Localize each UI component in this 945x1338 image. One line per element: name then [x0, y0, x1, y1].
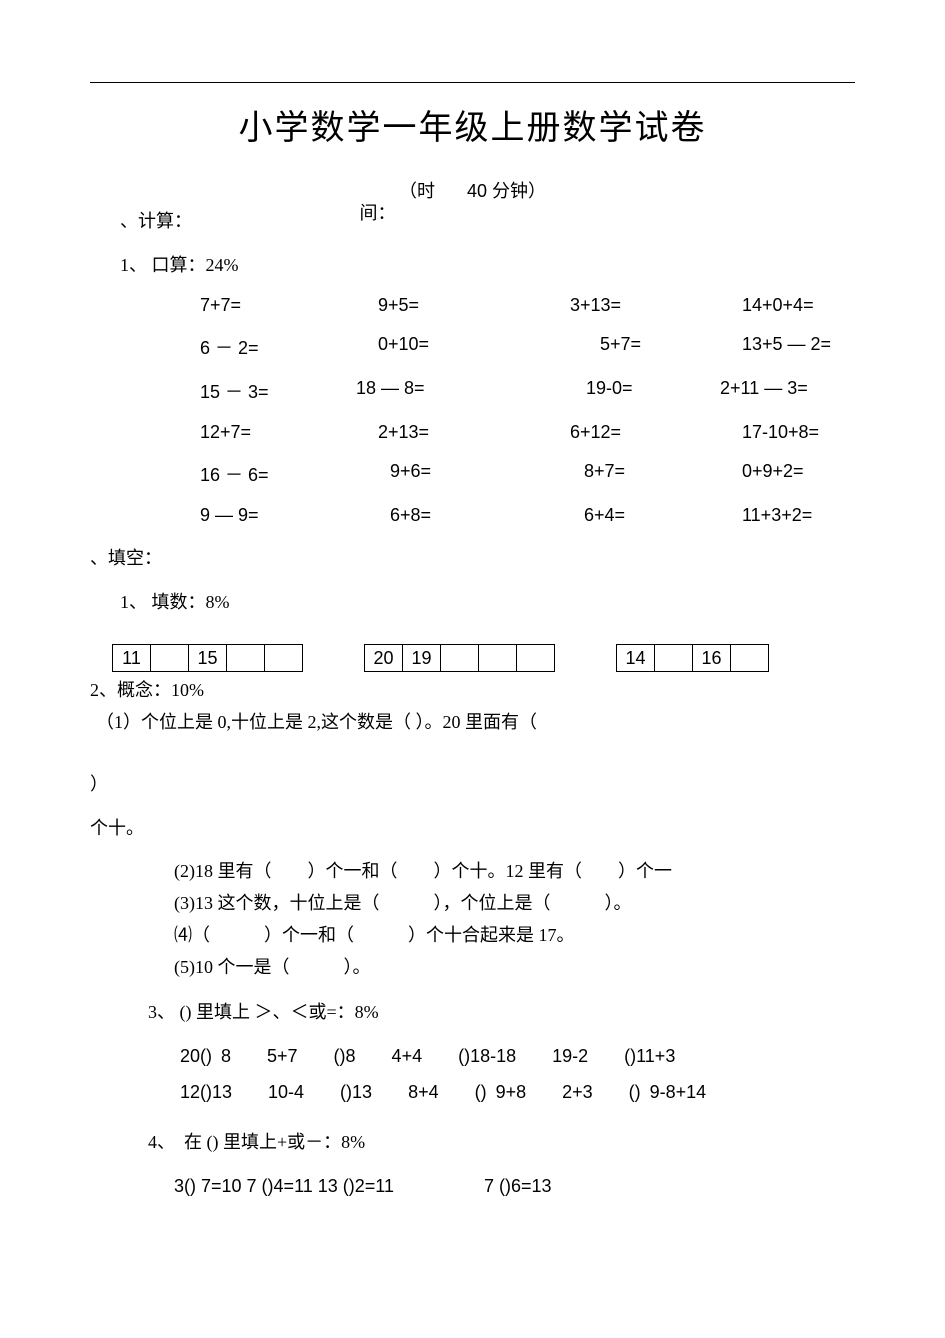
cell: 19 [403, 645, 441, 671]
box-group-3: 14 16 [616, 644, 769, 672]
calc-row: 9 — 9= 6+8= 6+4= 11+3+2= [200, 505, 855, 526]
q2-4: ⑷（ ）个一和（ ）个十合起来是 17。 [174, 922, 855, 948]
calc-cell: 0+9+2= [742, 461, 804, 487]
calc-cell: 6+12= [570, 422, 742, 443]
calc-row: 16 － 6= 9+6= 8+7= 0+9+2= [200, 461, 855, 487]
cell [731, 645, 769, 671]
boxes-row: 11 15 20 19 14 16 [112, 644, 855, 672]
box-group-2: 20 19 [364, 644, 555, 672]
cell [441, 645, 479, 671]
cell [227, 645, 265, 671]
q2-1b: ） [90, 770, 855, 796]
calc-cell: 16 － 6= [200, 461, 378, 487]
calc-cell: 13+5 — 2= [742, 334, 831, 360]
calc-cell: 9+6= [378, 461, 570, 487]
calc-cell: 2+11 — 3= [720, 378, 808, 404]
calc-cell: 8+7= [570, 461, 742, 487]
calc-cell: 2+13= [378, 422, 570, 443]
calc-cell: 17-10+8= [742, 422, 819, 443]
calc-cell: 12+7= [200, 422, 378, 443]
q2-1a: （1）个位上是 0,十位上是 2,这个数是（ ）。20 里面有（ [96, 708, 855, 734]
calc-cell: 6+8= [378, 505, 570, 526]
page-title: 小学数学一年级上册数学试卷 [90, 100, 855, 149]
calc-row: 6 － 2= 0+10= 5+7= 13+5 — 2= [200, 334, 855, 360]
cell [265, 645, 303, 671]
q2-2: (2)18 里有（ ）个一和（ ）个十。12 里有（ ）个一 [174, 858, 855, 884]
calc-cell: 5+7= [570, 334, 742, 360]
calc-cell: 6 － 2= [200, 334, 378, 360]
time-sublabel: 间： [360, 199, 396, 225]
cell: 16 [693, 645, 731, 671]
q4-label: 4、 在 () 里填上+或－：8% [148, 1128, 855, 1154]
calc-cell: 7+7= [200, 295, 378, 316]
q3-row1: 20() 8 5+7 ()8 4+4 ()18-18 19-2 ()11+3 [180, 1042, 855, 1068]
calc-row: 7+7= 9+5= 3+13= 14+0+4= [200, 295, 855, 316]
q1-label: 1、 口算：24% [120, 251, 855, 277]
q3-row2: 12()13 10-4 ()13 8+4 () 9+8 2+3 () 9-8+1… [180, 1078, 855, 1104]
cell [517, 645, 555, 671]
cell: 14 [617, 645, 655, 671]
q-fill1: 1、 填数：8% [120, 588, 855, 614]
calc-cell: 18 — 8= [356, 378, 548, 404]
calc-cell: 11+3+2= [742, 505, 812, 526]
cell [655, 645, 693, 671]
q3-label: 3、 () 里填上 ＞、＜或=：8% [148, 998, 855, 1024]
calc-cell: 6+4= [570, 505, 742, 526]
q2-3: (3)13 这个数，十位上是（ ），个位上是（ ）。 [174, 890, 855, 916]
calc-cell: 19-0= [548, 378, 720, 404]
time-open: （时 [399, 181, 435, 201]
cell [479, 645, 517, 671]
calc-cell: 9+5= [378, 295, 570, 316]
time-value: 40 分钟） [467, 181, 546, 201]
calc-row: 15 － 3= 18 — 8= 19-0= 2+11 — 3= [200, 378, 855, 404]
top-rule [90, 82, 855, 83]
section-2-label: 、填空： [90, 544, 855, 570]
cell [151, 645, 189, 671]
calc-row: 12+7= 2+13= 6+12= 17-10+8= [200, 422, 855, 443]
calc-cell: 3+13= [570, 295, 742, 316]
cell: 20 [365, 645, 403, 671]
time-row: （时40 分钟） 间： [90, 177, 855, 203]
q2-label: 2、概念：10% [90, 676, 855, 702]
section-1-label: 、计算： [120, 207, 855, 233]
q4-row: 3() 7=10 7 ()4=11 13 ()2=11 7 ()6=13 [174, 1172, 855, 1198]
cell: 11 [113, 645, 151, 671]
q2-5: (5)10 个一是（ ）。 [174, 954, 855, 980]
q2-1c: 个十。 [90, 814, 855, 840]
calc-grid: 7+7= 9+5= 3+13= 14+0+4= 6 － 2= 0+10= 5+7… [200, 295, 855, 526]
calc-cell: 9 — 9= [200, 505, 378, 526]
calc-cell: 14+0+4= [742, 295, 814, 316]
box-group-1: 11 15 [112, 644, 303, 672]
calc-cell: 15 － 3= [200, 378, 378, 404]
calc-cell: 0+10= [378, 334, 570, 360]
cell: 15 [189, 645, 227, 671]
